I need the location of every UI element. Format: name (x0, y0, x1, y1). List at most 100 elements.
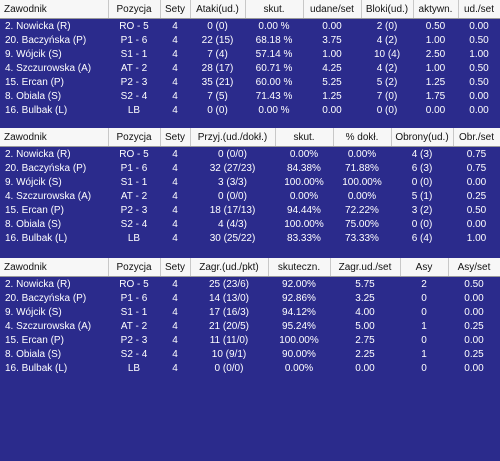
table-row[interactable]: 15. Ercan (P) P2 - 3 4 35 (21) 60.00 % 5.25 5 … (0, 75, 500, 89)
table-cell: 4 (2) (376, 62, 398, 74)
table-cell: 71.43 % (255, 90, 293, 102)
column-header[interactable]: % dokł. (333, 128, 392, 147)
table-cell: 0.25 (464, 348, 484, 360)
table-cell: 0.25 (464, 320, 484, 332)
table-cell: 84.38% (287, 162, 321, 174)
column-header[interactable]: Sety (160, 258, 191, 277)
column-header[interactable]: skut. (275, 128, 334, 147)
column-header[interactable]: Obr./set (453, 128, 500, 147)
column-header[interactable]: Przyj.(ud./dokł.) (190, 128, 276, 147)
table-cell: RO - 5 (119, 148, 149, 160)
table-header-row: Zawodnik Pozycja Sety Przyj.(ud./dokł.) … (0, 128, 500, 147)
column-header[interactable]: Pozycja (108, 258, 161, 277)
table-row[interactable]: 16. Bulbak (L) LB 4 30 (25/22) 83.33% 73.33% 6… (0, 231, 500, 245)
table-cell: 0.00 % (258, 104, 290, 116)
column-header[interactable]: Zawodnik (0, 128, 109, 147)
column-header[interactable]: Sety (160, 0, 191, 19)
table-cell: 1.00 (469, 48, 489, 60)
table-cell: 1.00 (322, 48, 342, 60)
table-row[interactable]: 4. Szczurowska (A) AT - 2 4 21 (20/5) 95.24%… (0, 319, 500, 333)
player-name-cell: 9. Wójcik (S) (5, 48, 62, 60)
table-cell: 0.00 (322, 104, 342, 116)
column-header[interactable]: Zagr.(ud./pkt) (190, 258, 269, 277)
table-cell: 68.18 % (255, 34, 293, 46)
table-cell: 0.00 (322, 20, 342, 32)
column-header[interactable]: Bloki(ud.) (361, 0, 414, 19)
column-header[interactable]: Zawodnik (0, 258, 109, 277)
table-cell: P1 - 6 (120, 162, 148, 174)
table-cell: LB (127, 232, 141, 244)
player-name-cell: 8. Obiala (S) (5, 348, 62, 360)
player-name-cell: 4. Szczurowska (A) (5, 190, 92, 202)
table-cell: LB (127, 104, 141, 116)
player-name-cell: 2. Nowicka (R) (5, 20, 71, 32)
table-row[interactable]: 9. Wójcik (S) S1 - 1 4 7 (4) 57.14 % 1.00 10 (… (0, 47, 500, 61)
table-cell: 1.25 (322, 90, 342, 102)
table-row[interactable]: 16. Bulbak (L) LB 4 0 (0/0) 0.00% 0.00 0 0.00 (0, 361, 500, 375)
column-header[interactable]: skuteczn. (268, 258, 331, 277)
table-cell: 60.00 % (255, 76, 293, 88)
column-header[interactable]: Ataki(ud.) (190, 0, 246, 19)
table-cell: 2 (421, 278, 427, 290)
table-row[interactable]: 4. Szczurowska (A) AT - 2 4 0 (0/0) 0.00% 0.0… (0, 189, 500, 203)
table-cell: 0.25 (466, 190, 487, 202)
table-cell: S2 - 4 (120, 348, 148, 360)
table-cell: 4 (172, 218, 178, 230)
table-row[interactable]: 9. Wójcik (S) S1 - 1 4 3 (3/3) 100.00% 100.00… (0, 175, 500, 189)
table-cell: 2.75 (355, 334, 375, 346)
column-header[interactable]: Asy/set (448, 258, 500, 277)
table-row[interactable]: 2. Nowicka (R) RO - 5 4 0 (0/0) 0.00% 0.00% 4 … (0, 147, 500, 162)
table-cell: 3 (3/3) (218, 176, 247, 188)
table-row[interactable]: 15. Ercan (P) P2 - 3 4 18 (17/13) 94.44% 72.2… (0, 203, 500, 217)
column-header[interactable]: Asy (400, 258, 449, 277)
table-cell: P1 - 6 (120, 292, 148, 304)
table-cell: 1.00 (466, 232, 487, 244)
column-header[interactable]: Pozycja (108, 128, 161, 147)
column-header[interactable]: Zawodnik (0, 0, 109, 19)
player-name-cell: 8. Obiala (S) (5, 218, 62, 230)
table-cell: 0.00 (355, 362, 375, 374)
table-cell: 0.00 (425, 104, 446, 116)
table-cell: 4.25 (322, 62, 342, 74)
table-cell: 22 (15) (201, 34, 234, 46)
table-row[interactable]: 20. Baczyńska (P) P1 - 6 4 22 (15) 68.18 % 3.… (0, 33, 500, 47)
table-row[interactable]: 9. Wójcik (S) S1 - 1 4 17 (16/3) 94.12% 4.00 0… (0, 305, 500, 319)
table-row[interactable]: 8. Obiala (S) S2 - 4 4 7 (5) 71.43 % 1.25 7 (0… (0, 89, 500, 103)
table-cell: 4 (172, 348, 178, 360)
table-row[interactable]: 15. Ercan (P) P2 - 3 4 11 (11/0) 100.00% 2.75… (0, 333, 500, 347)
column-header[interactable]: Zagr.ud./set (330, 258, 401, 277)
table-cell: P2 - 3 (120, 76, 148, 88)
table-cell: 0.00 (469, 104, 489, 116)
column-header[interactable]: aktywn. (413, 0, 459, 19)
table-row[interactable]: 4. Szczurowska (A) AT - 2 4 28 (17) 60.71 % 4… (0, 61, 500, 75)
table-cell: 4 (172, 362, 178, 374)
column-header[interactable]: udane/set (303, 0, 362, 19)
table-cell: S1 - 1 (120, 176, 148, 188)
table-row[interactable]: 20. Baczyńska (P) P1 - 6 4 14 (13/0) 92.86% 3… (0, 291, 500, 305)
table-cell: 4 (2) (376, 34, 398, 46)
table-row[interactable]: 2. Nowicka (R) RO - 5 4 25 (23/6) 92.00% 5.75… (0, 277, 500, 292)
table-cell: 4 (172, 148, 178, 160)
column-header[interactable]: Pozycja (108, 0, 161, 19)
table-row[interactable]: 8. Obiala (S) S2 - 4 4 4 (4/3) 100.00% 75.00%… (0, 217, 500, 231)
column-header[interactable]: ud./set (458, 0, 500, 19)
table-row[interactable]: 2. Nowicka (R) RO - 5 4 0 (0) 0.00 % 0.00 2 (0… (0, 19, 500, 34)
column-header[interactable]: Obrony(ud.) (391, 128, 454, 147)
table-cell: 0.00 (464, 306, 484, 318)
table-cell: 94.12% (282, 306, 316, 318)
table-cell: 60.71 % (255, 62, 293, 74)
table-cell: 4 (172, 176, 178, 188)
column-header[interactable]: Sety (160, 128, 191, 147)
table-row[interactable]: 8. Obiala (S) S2 - 4 4 10 (9/1) 90.00% 2.25 1 0… (0, 347, 500, 361)
table-cell: 4 (172, 278, 178, 290)
table-cell: 10 (9/1) (211, 348, 247, 360)
column-header[interactable]: skut. (245, 0, 304, 19)
table-row[interactable]: 20. Baczyńska (P) P1 - 6 4 32 (27/23) 84.38%… (0, 161, 500, 175)
table-cell: 4 (172, 190, 178, 202)
table-cell: 4 (172, 306, 178, 318)
table-row[interactable]: 16. Bulbak (L) LB 4 0 (0) 0.00 % 0.00 0 (0) 0.0… (0, 103, 500, 117)
table-cell: 83.33% (287, 232, 321, 244)
table-cell: 4 (172, 204, 178, 216)
player-name-cell: 4. Szczurowska (A) (5, 62, 92, 74)
table-cell: 0 (0/0) (218, 148, 247, 160)
